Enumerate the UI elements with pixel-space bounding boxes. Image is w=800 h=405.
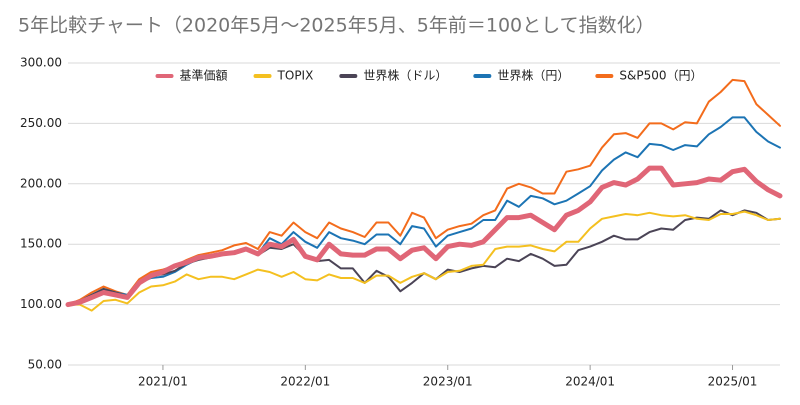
legend-label: 世界株（ドル） bbox=[363, 68, 447, 83]
x-tick-label: 2024/01 bbox=[565, 375, 615, 389]
series-line bbox=[67, 116, 781, 306]
y-tick-label: 250.00 bbox=[20, 116, 62, 130]
series-line bbox=[65, 165, 783, 308]
series-line bbox=[67, 209, 781, 306]
x-tick-label: 2023/01 bbox=[423, 375, 473, 389]
x-tick-label: 2022/01 bbox=[280, 375, 330, 389]
x-tick-label: 2021/01 bbox=[138, 375, 188, 389]
y-tick-label: 200.00 bbox=[20, 176, 62, 190]
legend-label: 基準価額 bbox=[180, 68, 228, 83]
y-tick-label: 100.00 bbox=[20, 297, 62, 311]
legend-label: 世界株（円） bbox=[497, 68, 569, 83]
chart-title: 5年比較チャート（2020年5月〜2025年5月、5年前＝100として指数化） bbox=[18, 15, 655, 37]
legend-label: TOPIX bbox=[277, 69, 314, 83]
series-line bbox=[67, 210, 781, 312]
y-tick-label: 150.00 bbox=[20, 237, 62, 251]
y-tick-label: 50.00 bbox=[28, 358, 62, 372]
legend: 基準価額 TOPIX 世界株（ドル） 世界株（円） S&P500（円） bbox=[155, 68, 702, 83]
y-tick-label: 300.00 bbox=[20, 56, 62, 70]
legend-label: S&P500（円） bbox=[619, 69, 702, 83]
x-tick-label: 2025/01 bbox=[708, 375, 758, 389]
